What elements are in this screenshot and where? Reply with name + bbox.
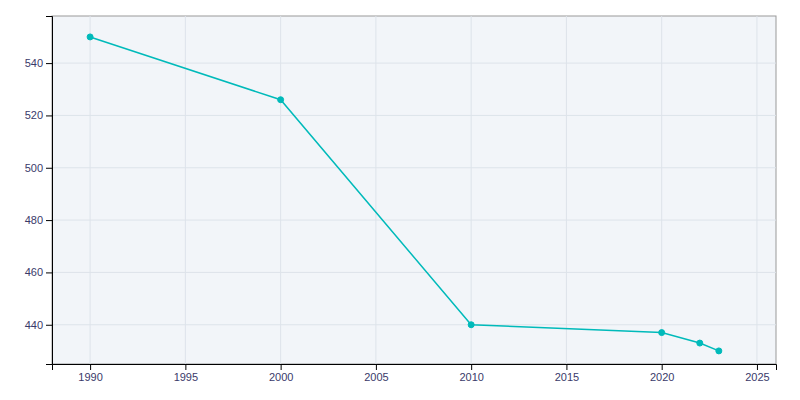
grid-line-y bbox=[52, 272, 776, 273]
y-axis-tick-label: 440 bbox=[25, 319, 43, 331]
point bbox=[87, 34, 93, 40]
x-axis-tick-mark bbox=[185, 364, 186, 370]
x-axis-tick-mark bbox=[90, 364, 91, 370]
x-axis-tick-label: 2005 bbox=[364, 371, 388, 383]
y-axis-tick-label: 540 bbox=[25, 57, 43, 69]
grid-line-y bbox=[52, 115, 776, 116]
plot-frame bbox=[52, 16, 776, 364]
x-axis-tick-mark bbox=[662, 364, 663, 370]
x-axis-tick-label: 2010 bbox=[459, 371, 483, 383]
x-axis-tick-label: 2000 bbox=[269, 371, 293, 383]
point bbox=[697, 340, 703, 346]
grid-line-y bbox=[52, 220, 776, 221]
grid-line-x bbox=[756, 16, 757, 364]
x-axis-tick-mark bbox=[281, 364, 282, 370]
x-axis-tick-mark bbox=[757, 364, 758, 370]
point bbox=[716, 348, 722, 354]
chart-svg: 1990 1995 2000 2005 2010 2015 2020 2025 440 460 48… bbox=[0, 0, 800, 400]
grid-line-x bbox=[90, 16, 91, 364]
y-axis-tick-label: 500 bbox=[25, 162, 43, 174]
y-axis-tick: 460 bbox=[25, 266, 52, 278]
y-axis-tick-mark bbox=[46, 115, 52, 116]
y-axis-tick: 440 bbox=[25, 319, 52, 331]
y-axis-tick-mark bbox=[46, 272, 52, 273]
y-axis-domain bbox=[46, 17, 53, 365]
x-axis-tick: 1995 bbox=[174, 364, 198, 383]
x-axis-tick-mark bbox=[376, 364, 377, 370]
y-axis-tick-label: 520 bbox=[25, 109, 43, 121]
x-axis-tick-mark bbox=[566, 364, 567, 370]
grid-line-y bbox=[52, 324, 776, 325]
x-axis-domain bbox=[53, 365, 777, 371]
x-axis-tick: 2000 bbox=[269, 364, 293, 383]
grid-line-x bbox=[280, 16, 281, 364]
grid-line-x bbox=[375, 16, 376, 364]
x-axis-tick: 2010 bbox=[459, 364, 483, 383]
grid-line-x bbox=[471, 16, 472, 364]
x-axis-tick-label: 1995 bbox=[174, 371, 198, 383]
grid-line-x bbox=[566, 16, 567, 364]
plot-area bbox=[87, 34, 722, 354]
x-axis-tick-label: 2015 bbox=[555, 371, 579, 383]
y-axis-tick-label: 460 bbox=[25, 266, 43, 278]
grid-line-x bbox=[661, 16, 662, 364]
y-axis-tick-mark bbox=[46, 168, 52, 169]
y-axis: 440 460 480 500 520 540 bbox=[25, 17, 53, 365]
x-axis-tick: 2020 bbox=[650, 364, 674, 383]
line bbox=[90, 37, 719, 351]
y-axis-tick: 540 bbox=[25, 57, 52, 69]
y-axis-tick: 500 bbox=[25, 162, 52, 174]
point bbox=[468, 322, 474, 328]
y-axis-tick: 480 bbox=[25, 214, 52, 226]
grid bbox=[52, 16, 776, 364]
x-axis: 1990 1995 2000 2005 2010 2015 2020 2025 bbox=[53, 364, 777, 383]
point bbox=[659, 330, 665, 336]
y-axis-tick-mark bbox=[46, 220, 52, 221]
x-axis-tick: 2005 bbox=[364, 364, 388, 383]
x-axis-tick-label: 2020 bbox=[650, 371, 674, 383]
x-axis-tick-mark bbox=[471, 364, 472, 370]
x-axis-tick-label: 1990 bbox=[78, 371, 102, 383]
x-axis-tick: 2025 bbox=[745, 364, 769, 383]
grid-line-y bbox=[52, 63, 776, 64]
y-axis-tick-label: 480 bbox=[25, 214, 43, 226]
y-axis-tick-mark bbox=[46, 325, 52, 326]
grid-line-y bbox=[52, 167, 776, 168]
x-axis-tick: 1990 bbox=[78, 364, 102, 383]
x-axis-tick-label: 2025 bbox=[745, 371, 769, 383]
y-axis-tick: 520 bbox=[25, 109, 52, 121]
y-axis-tick-mark bbox=[46, 63, 52, 64]
point bbox=[278, 97, 284, 103]
x-axis-tick: 2015 bbox=[555, 364, 579, 383]
chart-container: 1990 1995 2000 2005 2010 2015 2020 2025 440 460 48… bbox=[0, 0, 800, 400]
